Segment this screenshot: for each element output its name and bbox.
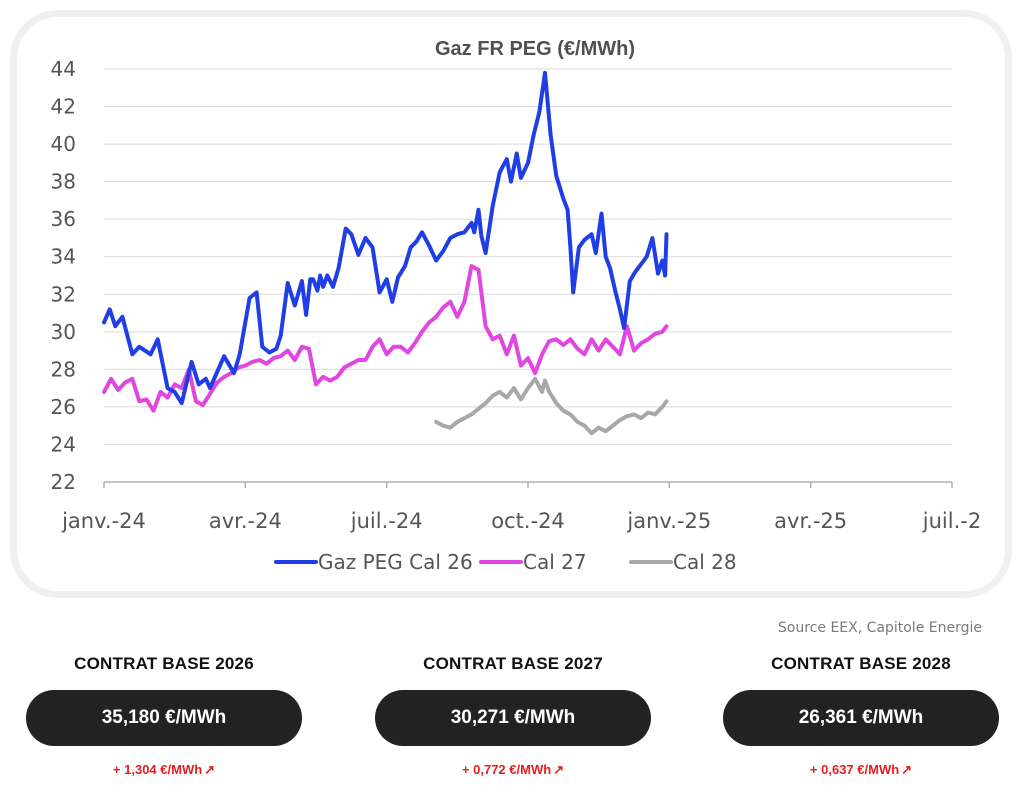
price-value: 35,180 €/MWh <box>101 707 227 728</box>
series-line-1 <box>102 264 669 413</box>
y-tick-label: 32 <box>51 282 76 306</box>
y-tick-label: 40 <box>51 132 76 156</box>
x-tick-label: juil.-24 <box>350 509 423 533</box>
x-tick-label: avr.-25 <box>774 509 847 533</box>
change-text: + 0,637 €/MWh <box>809 762 900 777</box>
legend: Gaz PEG Cal 26 Cal 27 Cal 28 <box>274 550 737 574</box>
y-tick-label: 30 <box>51 320 76 344</box>
y-tick-label: 42 <box>51 95 76 119</box>
change-text: + 0,772 €/MWh <box>461 762 552 777</box>
contract-2027: CONTRAT BASE 2027 30,271 €/MWh + 0,772 €… <box>375 654 651 778</box>
series-line-2 <box>434 376 669 436</box>
change-value: + 0,637 €/MWh ↗ <box>723 762 999 778</box>
y-tick-label: 34 <box>51 245 76 269</box>
grid-layer <box>104 68 952 483</box>
x-tick-label: juil.-2 <box>922 509 981 533</box>
contract-title: CONTRAT BASE 2026 <box>74 654 254 673</box>
contract-title: CONTRAT BASE 2027 <box>423 654 603 673</box>
y-tick-label: 36 <box>51 207 76 231</box>
y-tick-label: 22 <box>51 470 76 494</box>
arrow-up-right-icon: ↗ <box>901 762 913 777</box>
contract-title: CONTRAT BASE 2028 <box>771 654 951 673</box>
price-pill: 26,361 €/MWh <box>723 690 999 746</box>
chart-svg: Gaz FR PEG (€/MWh) 22 24 26 28 30 32 34 36 38 40 4… <box>51 38 982 574</box>
price-value: 26,361 €/MWh <box>798 707 924 728</box>
arrow-up-right-icon: ↗ <box>204 762 216 777</box>
series-line-0 <box>102 70 669 406</box>
change-value: + 0,772 €/MWh ↗ <box>375 762 651 778</box>
legend-label: Cal 28 <box>673 550 737 574</box>
series-layer <box>102 70 669 436</box>
change-text: + 1,304 €/MWh <box>112 762 203 777</box>
y-axis: 22 24 26 28 30 32 34 36 38 40 42 44 <box>51 57 76 494</box>
contract-2026: CONTRAT BASE 2026 35,180 €/MWh + 1,304 €… <box>26 654 302 778</box>
price-pill: 30,271 €/MWh <box>375 690 651 746</box>
arrow-up-right-icon: ↗ <box>553 762 565 777</box>
x-axis: janv.-24 avr.-24 juil.-24 oct.-24 janv.-25 av… <box>61 481 981 533</box>
y-tick-label: 24 <box>51 432 76 456</box>
x-tick-label: oct.-24 <box>491 509 565 533</box>
chart-title: Gaz FR PEG (€/MWh) <box>435 38 635 60</box>
y-tick-label: 28 <box>51 357 76 381</box>
legend-label: Cal 27 <box>523 550 587 574</box>
price-value: 30,271 €/MWh <box>450 707 576 728</box>
legend-label: Gaz PEG Cal 26 <box>318 550 473 574</box>
y-tick-label: 26 <box>51 395 76 419</box>
price-pill: 35,180 €/MWh <box>26 690 302 746</box>
x-tick-label: janv.-24 <box>61 509 146 533</box>
x-tick-label: janv.-25 <box>626 509 711 533</box>
change-value: + 1,304 €/MWh ↗ <box>26 762 302 778</box>
source-note: Source EEX, Capitole Energie <box>777 620 982 636</box>
y-tick-label: 44 <box>51 57 76 81</box>
chart-card <box>10 10 1012 598</box>
y-tick-label: 38 <box>51 170 76 194</box>
contract-2028: CONTRAT BASE 2028 26,361 €/MWh + 0,637 €… <box>723 654 999 778</box>
x-tick-label: avr.-24 <box>209 509 282 533</box>
